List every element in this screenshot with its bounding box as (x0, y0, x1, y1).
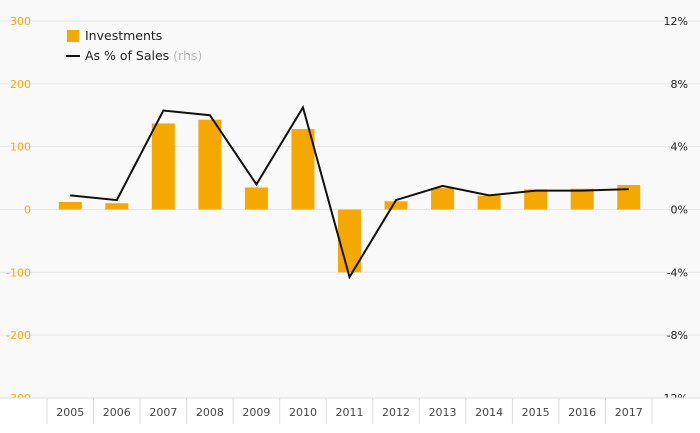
bar-2012 (384, 201, 408, 210)
bar-2008 (198, 119, 222, 210)
x-tick-label: 2011 (336, 406, 364, 419)
left-tick-label: 200 (10, 78, 31, 91)
x-tick-label: 2015 (522, 406, 550, 419)
x-tick-label: 2005 (56, 406, 84, 419)
bar-2016 (570, 188, 594, 210)
x-tick-label: 2010 (289, 406, 317, 419)
x-tick-label: 2008 (196, 406, 224, 419)
x-tick-label: 2016 (568, 406, 596, 419)
bar-2007 (151, 123, 175, 210)
x-axis: 2005 2006 2007 2008 2009 2010 2011 2012 2013 2014… (0, 397, 700, 433)
left-tick-label: -200 (6, 329, 31, 342)
legend-label-investments: Investments (85, 28, 162, 43)
bar-2013 (431, 188, 455, 210)
right-tick-label: -4% (667, 266, 688, 279)
x-tick-label: 2009 (242, 406, 270, 419)
x-tick-label: 2017 (615, 406, 643, 419)
x-axis-band (0, 398, 700, 433)
left-tick-label: 300 (10, 15, 31, 28)
line-series-as-pct-of-sales (70, 104, 629, 280)
legend: Investments As % of Sales (rhs) (66, 28, 202, 63)
right-tick-label: -8% (667, 329, 688, 342)
right-tick-label: 4% (671, 141, 688, 154)
x-tick-label: 2006 (103, 406, 131, 419)
left-tick-label: 100 (10, 141, 31, 154)
right-tick-label: 0% (671, 204, 688, 217)
x-tick-label: 2013 (429, 406, 457, 419)
bar-2015 (524, 189, 548, 210)
right-tick-label: 8% (671, 78, 688, 91)
bar-2005 (58, 201, 82, 210)
bar-2014 (477, 195, 501, 210)
legend-label-as-pct-of-sales: As % of Sales (rhs) (85, 48, 202, 63)
bar-2017 (617, 184, 641, 210)
right-tick-label: 12% (664, 15, 688, 28)
bar-2009 (244, 187, 268, 210)
legend-swatch-investments (67, 30, 79, 42)
right-y-axis: -12%-8%-4%0%4%8%12% (660, 15, 688, 405)
left-tick-label: 0 (24, 204, 31, 217)
bar-2010 (291, 129, 315, 210)
bar-2006 (105, 203, 129, 210)
left-tick-label: -100 (6, 266, 31, 279)
x-tick-label: 2007 (149, 406, 177, 419)
x-tick-label: 2012 (382, 406, 410, 419)
x-tick-label: 2014 (475, 406, 503, 419)
bar-series-investments (58, 119, 641, 273)
